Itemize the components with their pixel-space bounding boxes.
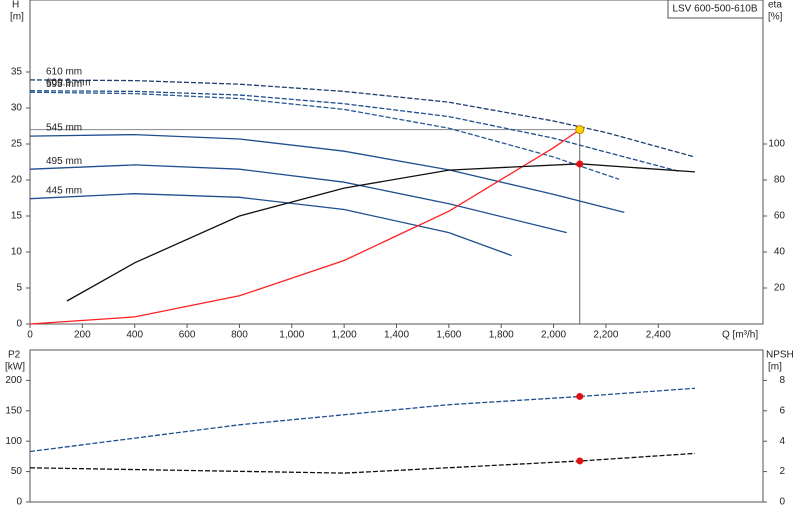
plot-frame (29, 349, 764, 503)
x-tick-label: 1,400 (384, 330, 409, 341)
curve (29, 193, 512, 257)
y2-tick-label: 100 (768, 139, 785, 150)
x-tick-label: 800 (231, 330, 248, 341)
operating-point (575, 125, 585, 135)
x-label: Q [m³/h] (722, 330, 758, 341)
curve-label: 545 mm (46, 123, 82, 134)
y-unit: [kW] (5, 362, 25, 373)
y-tick-label: 100 (5, 436, 22, 447)
y-tick-label: 0 (16, 319, 22, 330)
curve (29, 133, 625, 214)
x-tick-label: 1,000 (279, 330, 304, 341)
curve (29, 91, 620, 180)
curve (29, 90, 680, 173)
x-tick-label: 0 (27, 330, 33, 341)
y2-tick-label: 60 (774, 211, 786, 222)
y2-unit: [m] (768, 362, 782, 373)
x-tick-label: 400 (126, 330, 143, 341)
curve (29, 164, 567, 234)
y2-tick-label: 20 (774, 283, 786, 294)
x-tick-label: 1,600 (436, 330, 461, 341)
curve (29, 129, 581, 325)
y2-label: eta (768, 0, 782, 11)
y-tick-label: 150 (5, 405, 22, 416)
x-tick-label: 2,200 (593, 330, 618, 341)
x-tick-label: 200 (74, 330, 91, 341)
curve (66, 163, 695, 302)
y2-tick-label: 80 (774, 175, 786, 186)
curve-label: 495 mm (46, 156, 82, 167)
curve-label: 445 mm (46, 185, 82, 196)
y-label: H (12, 0, 19, 11)
x-tick-label: 1,800 (489, 330, 514, 341)
plot-frame (29, 0, 764, 325)
y-tick-label: 10 (11, 247, 23, 258)
y-label: P2 (8, 350, 21, 361)
y2-tick-label: 2 (779, 466, 785, 477)
curve (29, 79, 696, 158)
y-tick-label: 0 (16, 497, 22, 508)
curve-label: 609.9 mm (46, 77, 90, 88)
y-tick-label: 15 (11, 211, 23, 222)
y2-label: NPSH (766, 350, 794, 361)
curve (29, 387, 695, 453)
y2-tick-label: 4 (779, 436, 785, 447)
model-title: LSV 600-500-610B (672, 4, 757, 15)
y2-tick-label: 8 (779, 375, 785, 386)
y-unit: [m] (10, 12, 24, 23)
y-tick-label: 35 (11, 67, 23, 78)
y2-unit: [%] (768, 12, 783, 23)
y-tick-label: 30 (11, 103, 23, 114)
x-tick-label: 1,200 (332, 330, 357, 341)
y-tick-label: 50 (11, 466, 23, 477)
operating-eta (576, 160, 584, 168)
curve (29, 452, 695, 474)
y2-tick-label: 6 (779, 405, 785, 416)
x-tick-label: 2,400 (646, 330, 671, 341)
x-tick-label: 2,000 (541, 330, 566, 341)
y-tick-label: 200 (5, 375, 22, 386)
operating-p2 (576, 392, 584, 400)
y2-tick-label: 0 (779, 497, 785, 508)
curve-label: 595 mm (46, 79, 82, 90)
model-box (667, 0, 764, 19)
curve-label: 610 mm (46, 67, 82, 78)
y-tick-label: 20 (11, 175, 23, 186)
y-tick-label: 25 (11, 139, 23, 150)
x-tick-label: 600 (179, 330, 196, 341)
y-tick-label: 5 (16, 283, 22, 294)
operating-npsh (576, 457, 584, 465)
y2-tick-label: 40 (774, 247, 786, 258)
